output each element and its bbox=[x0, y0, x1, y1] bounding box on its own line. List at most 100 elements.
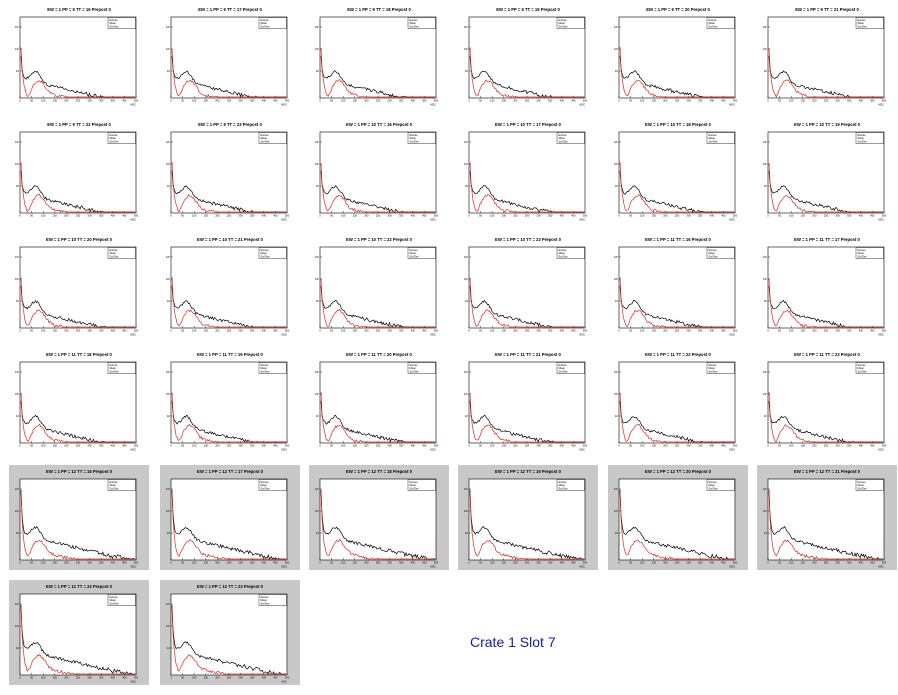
panel-title: EW = 1 PP = 9 TT = 17 Prepost 0 bbox=[198, 7, 262, 12]
x-tick-label: 350 bbox=[847, 329, 852, 333]
stats-label: Entries bbox=[110, 595, 119, 599]
panel-title: EW = 1 PP = 10 TT = 18 Prepost 0 bbox=[645, 122, 712, 127]
y-tick-label: 10³ bbox=[315, 25, 319, 29]
stats-label: Entries bbox=[261, 248, 270, 252]
x-tick-label: 100 bbox=[640, 444, 645, 448]
series-black bbox=[320, 489, 436, 560]
x-tick-label: 250 bbox=[525, 214, 530, 218]
x-tick-label: 500 bbox=[285, 676, 290, 680]
x-tick-label: 350 bbox=[548, 99, 553, 103]
histogram-panel: EW = 1 PP = 10 TT = 21 Prepost 0 Entries M… bbox=[160, 233, 300, 338]
histogram-panel: EW = 1 PP = 11 TT = 23 Prepost 0 Entries M… bbox=[757, 348, 897, 453]
x-tick-label: 50 bbox=[479, 214, 482, 218]
x-tick-label: 150 bbox=[652, 214, 657, 218]
x-tick-label: 200 bbox=[513, 214, 518, 218]
x-tick-label: 50 bbox=[778, 444, 781, 448]
stats-label: Entries bbox=[559, 18, 568, 22]
y-tick-label: 10 bbox=[167, 646, 171, 650]
stats-label: Mean bbox=[709, 483, 716, 487]
x-axis-label: ADC bbox=[281, 448, 287, 452]
panel-title: EW = 1 PP = 11 TT = 22 Prepost 0 bbox=[645, 352, 711, 357]
stats-label: Entries bbox=[110, 363, 119, 367]
x-tick-label: 450 bbox=[273, 444, 278, 448]
histogram-panel: EW = 1 PP = 9 TT = 19 Prepost 0 Entries Me… bbox=[458, 3, 598, 108]
stats-label: Entries bbox=[410, 18, 419, 22]
x-tick-label: 400 bbox=[560, 444, 565, 448]
x-tick-label: 0 bbox=[767, 99, 769, 103]
x-tick-label: 50 bbox=[479, 444, 482, 448]
stats-label: Mean bbox=[709, 136, 716, 140]
x-tick-label: 250 bbox=[824, 99, 829, 103]
histogram-panel: EW = 1 PP = 10 TT = 17 Prepost 0 Entries M… bbox=[458, 118, 598, 223]
y-tick-label: 10² bbox=[464, 509, 468, 513]
x-tick-label: 400 bbox=[111, 561, 116, 565]
y-tick-label: 10³ bbox=[15, 487, 19, 491]
y-tick-label: 10 bbox=[16, 646, 20, 650]
histogram-panel: EW = 1 PP = 9 TT = 21 Prepost 0 Entries Me… bbox=[757, 3, 897, 108]
histogram-svg: EW = 1 PP = 12 TT = 19 Prepost 0 EntriesM… bbox=[464, 469, 588, 569]
x-tick-label: 200 bbox=[364, 561, 369, 565]
x-tick-label: 0 bbox=[319, 214, 321, 218]
y-tick-label: 10² bbox=[763, 162, 767, 166]
x-tick-label: 100 bbox=[490, 561, 495, 565]
stats-label: Mean bbox=[559, 251, 566, 255]
x-tick-label: 350 bbox=[698, 329, 703, 333]
stats-label: Mean bbox=[110, 21, 117, 25]
y-tick-label: 10² bbox=[15, 162, 19, 166]
x-tick-label: 350 bbox=[548, 214, 553, 218]
histogram-svg: EW = 1 PP = 10 TT = 19 Prepost 0 EntriesM… bbox=[763, 122, 887, 222]
x-tick-label: 350 bbox=[399, 561, 404, 565]
y-tick-label: 10² bbox=[464, 392, 468, 396]
x-tick-label: 200 bbox=[663, 444, 668, 448]
stats-label: Std Dev bbox=[410, 369, 420, 373]
x-axis-label: ADC bbox=[579, 218, 585, 222]
series-red bbox=[619, 491, 734, 560]
x-tick-label: 50 bbox=[629, 329, 632, 333]
x-tick-label: 300 bbox=[536, 329, 541, 333]
x-tick-label: 150 bbox=[204, 444, 209, 448]
stats-label: Entries bbox=[261, 480, 270, 484]
x-tick-label: 450 bbox=[122, 444, 127, 448]
stats-label: Std Dev bbox=[410, 24, 420, 28]
histogram-svg: EW = 1 PP = 10 TT = 22 Prepost 0 EntriesM… bbox=[315, 237, 439, 337]
x-tick-label: 500 bbox=[583, 214, 588, 218]
stats-label: Std Dev bbox=[410, 486, 420, 490]
plot-frame bbox=[170, 361, 288, 444]
plot-frame bbox=[767, 361, 885, 444]
x-tick-label: 450 bbox=[122, 561, 127, 565]
x-tick-label: 100 bbox=[640, 561, 645, 565]
x-tick-label: 200 bbox=[215, 214, 220, 218]
x-tick-label: 250 bbox=[675, 444, 680, 448]
stats-label: Entries bbox=[858, 363, 867, 367]
x-tick-label: 0 bbox=[19, 329, 21, 333]
plot-frame bbox=[618, 16, 736, 99]
x-tick-label: 150 bbox=[502, 329, 507, 333]
x-tick-label: 350 bbox=[250, 329, 255, 333]
x-tick-label: 350 bbox=[847, 444, 852, 448]
histogram-panel: EW = 1 PP = 11 TT = 17 Prepost 0 Entries M… bbox=[757, 233, 897, 338]
x-tick-label: 100 bbox=[341, 444, 346, 448]
histogram-svg: EW = 1 PP = 10 TT = 21 Prepost 0 EntriesM… bbox=[166, 237, 290, 337]
y-tick-label: 10³ bbox=[15, 25, 19, 29]
series-red bbox=[469, 162, 584, 213]
series-red bbox=[20, 491, 135, 560]
x-tick-label: 50 bbox=[30, 329, 33, 333]
x-tick-label: 50 bbox=[30, 99, 33, 103]
series-red bbox=[171, 392, 286, 443]
x-tick-label: 150 bbox=[353, 561, 358, 565]
x-tick-label: 150 bbox=[204, 214, 209, 218]
x-tick-label: 350 bbox=[399, 444, 404, 448]
y-tick-label: 10³ bbox=[614, 370, 618, 374]
histogram-svg: EW = 1 PP = 10 TT = 23 Prepost 0 EntriesM… bbox=[464, 237, 588, 337]
x-tick-label: 300 bbox=[87, 444, 92, 448]
x-tick-label: 50 bbox=[629, 214, 632, 218]
y-tick-label: 10 bbox=[316, 299, 320, 303]
x-tick-label: 100 bbox=[192, 561, 197, 565]
x-tick-label: 300 bbox=[835, 99, 840, 103]
x-tick-label: 450 bbox=[122, 214, 127, 218]
histogram-panel: EW = 1 PP = 12 TT = 23 Prepost 0 Entries M… bbox=[160, 580, 300, 685]
x-axis-label: ADC bbox=[281, 333, 287, 337]
